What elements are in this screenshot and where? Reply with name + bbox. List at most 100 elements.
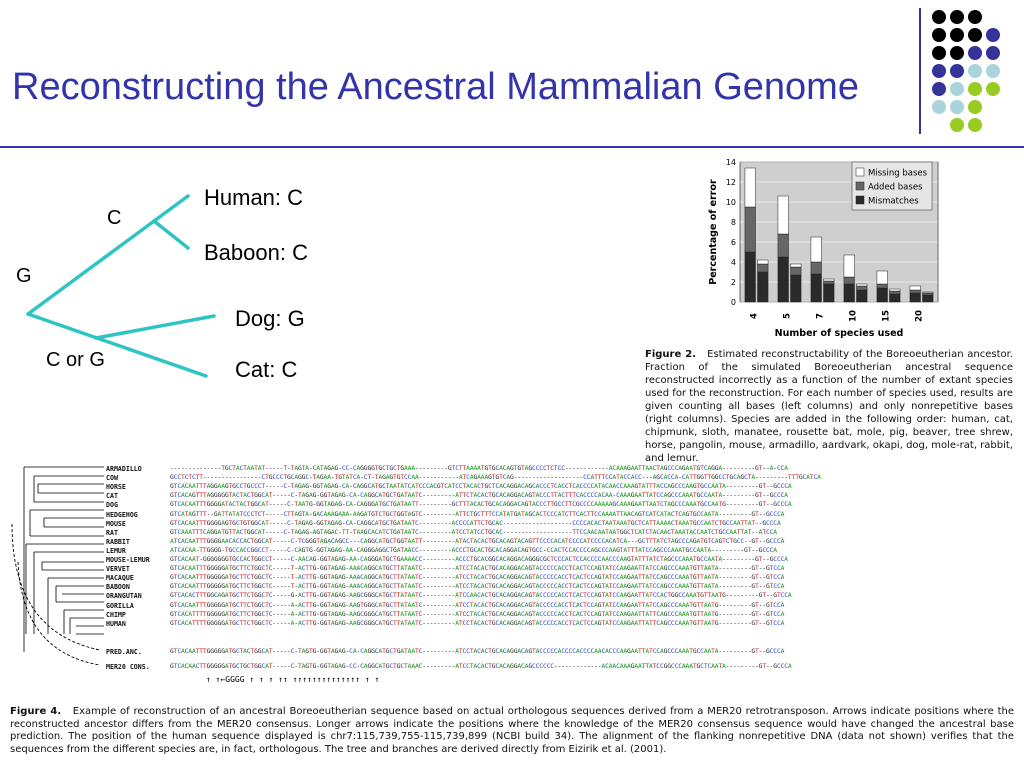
legend-swatch xyxy=(855,167,865,177)
alignment-row-sequence: GTCACAAT-GGGGGGGTGCCACTGGCCT-----C-AACAG… xyxy=(170,556,788,563)
alignment-row-label: HEDGEHOG xyxy=(106,510,138,519)
alignment-row-label: DOG xyxy=(106,501,118,510)
legend-label: Added bases xyxy=(868,183,923,193)
decorative-dot xyxy=(950,46,964,60)
chart-bar-mismatches xyxy=(876,287,888,303)
decorative-dot xyxy=(986,82,1000,96)
decorative-dot xyxy=(950,28,964,42)
predicted-ancestor-row-label: PRED.ANC. xyxy=(106,648,142,656)
figure4-caption-label: Figure 4. xyxy=(10,706,62,717)
alignment-row-sequence: ATCACAA-TTGGGG-TGCCACCGGCCT-----C-CAGTG-… xyxy=(170,546,777,554)
tree-leaf-human: Human: C xyxy=(204,185,304,210)
x-tick-label: 4 xyxy=(750,313,760,319)
chart-legend-box xyxy=(851,161,933,211)
decorative-dot xyxy=(950,64,964,78)
alignment-row-sequence: GTCACAATTTGGGGATACTACTGGCAT-----C-TAATG-… xyxy=(170,501,792,509)
alignment-row-label: HUMAN xyxy=(106,619,126,628)
figure2-caption-text: Estimated reconstructability of the Bore… xyxy=(645,349,1013,464)
x-tick-label: 5 xyxy=(783,313,793,319)
chart-bar-missing-bases xyxy=(843,254,855,278)
chart-bar-mismatches xyxy=(909,292,921,303)
alignment-row-label: ORANGUTAN xyxy=(106,592,142,601)
tree-branch-c-baboon xyxy=(152,219,190,250)
x-axis-label: Number of species used xyxy=(775,328,904,339)
tree-leaf-cat: Cat: C xyxy=(235,357,298,382)
decorative-dot xyxy=(968,64,982,78)
decorative-dot xyxy=(968,100,982,114)
alignment-row-sequence: GTCACATTTTGGGGGATGCTTCTGGCTC-----A-ACTTG… xyxy=(170,610,785,618)
y-tick-label: 14 xyxy=(726,158,736,167)
alignment-tree xyxy=(11,466,104,666)
decorative-dot xyxy=(932,100,946,114)
title-vertical-rule xyxy=(919,8,921,134)
chart-bar-missing-bases xyxy=(744,167,756,208)
chart-bar-missing-bases xyxy=(889,288,901,292)
decorative-dot xyxy=(968,10,982,24)
y-tick-label: 12 xyxy=(726,178,736,187)
sequence-alignment: ARMADILLO --------------TGCTACTAATAT-----… xyxy=(4,462,1022,702)
chart-bar-mismatches xyxy=(889,293,901,303)
tree-branch-cg-dog xyxy=(94,314,216,340)
alignment-row-label: BABOON xyxy=(106,583,130,592)
decorative-dot xyxy=(932,64,946,78)
tree-node-c: C xyxy=(107,207,122,229)
figure2-caption-label: Figure 2. xyxy=(645,349,697,360)
alignment-row-sequence: GTCACAATTTAGGAAGTGCCTGCCCT-----C-TAGAG-G… xyxy=(170,483,792,491)
page-title: Reconstructing the Ancestral Mammalian G… xyxy=(12,66,859,108)
alignment-row-sequence: GTCAAATTTCAGGATGTTACTGGCAT-----C-TAGAG-A… xyxy=(170,528,777,536)
y-tick-label: 2 xyxy=(731,278,736,287)
chart-bar-added-bases xyxy=(823,280,835,285)
chart-bar-mismatches xyxy=(856,289,868,303)
decorative-dot xyxy=(986,28,1000,42)
x-tick-label: 10 xyxy=(849,310,859,322)
alignment-row-sequence: GTCACATTTTGGGGGATGCTTCTGGCTC-----A-ACTTG… xyxy=(170,619,785,627)
y-tick-label: 6 xyxy=(731,238,736,247)
chart-bar-mismatches xyxy=(790,274,802,303)
tree-node-g: G xyxy=(16,265,32,287)
chart-bar-added-bases xyxy=(876,283,888,289)
alignment-row-sequence: GCCTCTCTT----------------CTGCCCTGCAGGC-T… xyxy=(170,474,821,482)
legend-swatch xyxy=(855,181,865,191)
alignment-row-sequence: GTCACAGTTTAGGGGGTACTACTGGCAT-----C-TAGAG… xyxy=(170,492,788,500)
chart-bar-mismatches xyxy=(777,256,789,303)
x-tick-label: 7 xyxy=(816,313,826,319)
decorative-dot xyxy=(950,118,964,132)
tree-leaf-baboon: Baboon: C xyxy=(204,240,308,265)
y-tick-label: 10 xyxy=(726,198,736,207)
chart-bar-added-bases xyxy=(909,289,921,294)
decorative-dot xyxy=(932,82,946,96)
alignment-row-sequence: GTCACAATTTGGGGGATGCTTCTGGCTC-----A-ACTTG… xyxy=(170,601,785,609)
figure2-chart: 0 2 4 6 8 10 12 14 4 5 7 10 15 20 Number of species us… xyxy=(708,158,939,339)
chart-bar-mismatches xyxy=(744,251,756,303)
alignment-row-sequence: GTCACACTTTGGCAGATGCTTCTGGCTC-----G-ACTTG… xyxy=(170,592,792,600)
alignment-row-label: ARMADILLO xyxy=(106,465,142,473)
figure4-caption-text: Example of reconstruction of an ancestra… xyxy=(10,706,1014,755)
chart-bar-added-bases xyxy=(889,290,901,295)
chart-bar-missing-bases xyxy=(856,283,868,287)
decorative-dot xyxy=(968,28,982,42)
tree-node-c-or-g: C or G xyxy=(46,349,105,371)
chart-bar-added-bases xyxy=(856,285,868,291)
chart-bar-missing-bases xyxy=(823,278,835,282)
alignment-row-sequence: ATCACAATTTGGGGAACACCACTGGCAT-----C-TCGGG… xyxy=(170,537,785,545)
alignment-row-label: RABBIT xyxy=(106,537,130,546)
decorative-dot xyxy=(950,82,964,96)
chart-bar-missing-bases xyxy=(810,236,822,263)
tree-branch-root-lower xyxy=(26,312,208,378)
figure4-caption: Figure 4. Example of reconstruction of a… xyxy=(10,706,1014,756)
alignment-row-label: CAT xyxy=(106,492,118,501)
y-tick-label: 8 xyxy=(731,218,736,227)
decorative-dot xyxy=(932,28,946,42)
alignment-row-sequence: GTCACAATTTGGGGGATGCTTCTGGCTC-----T-ACTTG… xyxy=(170,574,785,582)
chart-bar-missing-bases xyxy=(876,270,888,285)
alignment-row-sequence: --------------TGCTACTAATAT-----T-TAGTA-C… xyxy=(170,465,788,472)
chart-bar-missing-bases xyxy=(922,291,934,294)
chart-bar-added-bases xyxy=(777,233,789,258)
mer20-consensus-row-sequence: GTCACAACTTGGGGGATGCTGCTGGCAT-----C-TAGTG… xyxy=(170,663,792,670)
chart-bar-added-bases xyxy=(843,276,855,285)
tree-branch-root-upper xyxy=(26,194,190,316)
y-tick-label: 0 xyxy=(731,298,736,307)
y-tick-label: 4 xyxy=(731,258,736,267)
alignment-row-label: COW xyxy=(106,474,118,483)
alignment-row-label: MOUSE-LEMUR xyxy=(106,556,150,564)
